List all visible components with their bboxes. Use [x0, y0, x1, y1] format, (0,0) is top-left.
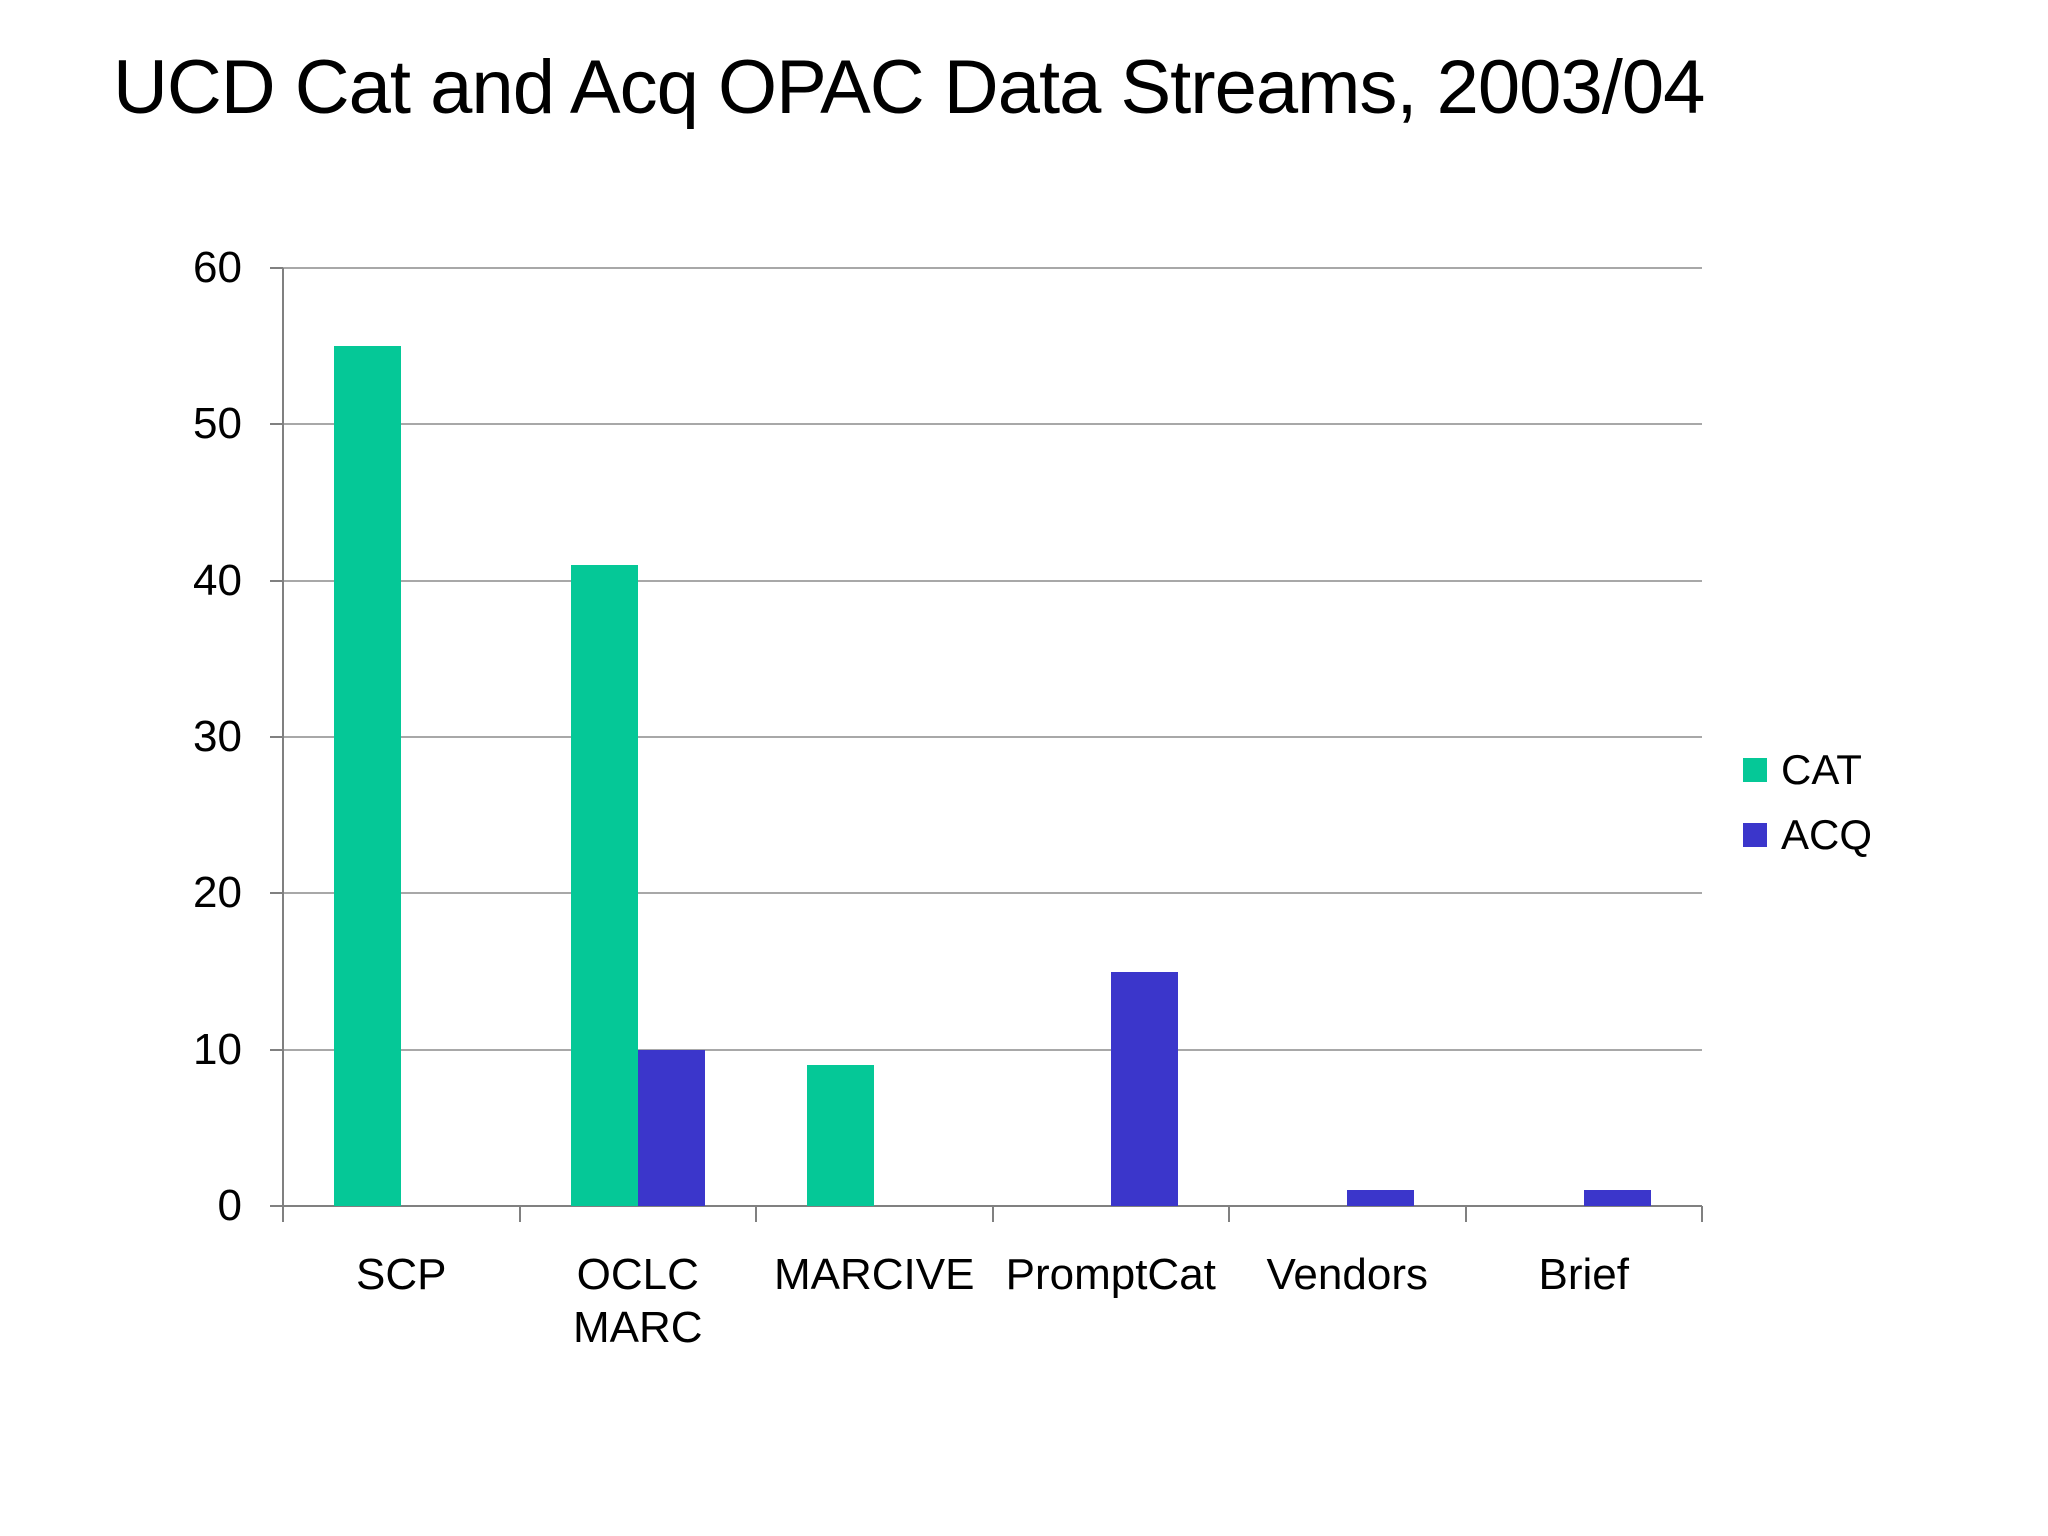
y-tick-label-20: 20	[193, 868, 242, 918]
bar-acq-brief	[1583, 1190, 1651, 1206]
x-tick-mark	[518, 1206, 521, 1222]
x-label-marcive: MARCIVE	[774, 1250, 975, 1299]
y-axis-line	[282, 268, 284, 1222]
gridline-10	[283, 1048, 1702, 1051]
y-tick-mark-10	[270, 1048, 283, 1051]
x-label-brief: Brief	[1538, 1250, 1629, 1299]
bar-cat-scp	[334, 346, 402, 1206]
x-tick-mark	[1228, 1206, 1230, 1222]
bar-cat-oclc-marc	[570, 565, 638, 1206]
gridline-20	[283, 892, 1702, 895]
bar-acq-promptcat	[1110, 971, 1178, 1206]
x-label-scp: SCP	[356, 1250, 447, 1299]
x-tick-mark	[1701, 1206, 1703, 1222]
y-tick-mark-30	[270, 736, 283, 738]
x-tick-mark	[755, 1206, 757, 1222]
gridline-60	[283, 267, 1702, 269]
chart-title: UCD Cat and Acq OPAC Data Streams, 2003/…	[113, 45, 1705, 130]
bar-acq-oclc-marc	[637, 1049, 705, 1206]
legend-item-acq: ACQ	[1743, 811, 1872, 859]
gridline-50	[283, 423, 1702, 426]
x-label-vendors: Vendors	[1266, 1250, 1428, 1299]
gridline-30	[283, 736, 1702, 738]
x-tick-mark	[282, 1206, 284, 1222]
y-tick-label-10: 10	[193, 1024, 242, 1074]
x-axis-line	[270, 1205, 1702, 1207]
bar-acq-vendors	[1347, 1190, 1415, 1206]
gridline-40	[283, 579, 1702, 582]
bar-cat-marcive	[807, 1065, 875, 1206]
y-tick-label-40: 40	[193, 555, 242, 605]
legend-swatch-cat-icon	[1743, 758, 1767, 782]
x-label-promptcat: PromptCat	[1005, 1250, 1216, 1299]
x-tick-mark	[1464, 1206, 1467, 1222]
y-tick-mark-50	[270, 423, 283, 426]
y-tick-label-50: 50	[193, 399, 242, 449]
x-label-oclc-marc: OCLC MARC	[572, 1250, 703, 1352]
y-tick-mark-60	[270, 267, 283, 269]
y-tick-mark-20	[270, 892, 283, 895]
legend-label-cat: CAT	[1781, 746, 1862, 793]
legend-swatch-acq-icon	[1743, 823, 1767, 847]
legend-label-acq: ACQ	[1781, 811, 1873, 858]
y-tick-label-0: 0	[217, 1181, 242, 1230]
legend: CAT ACQ	[1743, 746, 1872, 876]
x-tick-mark	[991, 1206, 994, 1222]
y-tick-mark-40	[270, 579, 283, 582]
y-tick-label-30: 30	[193, 712, 242, 761]
legend-item-cat: CAT	[1743, 746, 1872, 794]
y-tick-label-60: 60	[193, 243, 242, 292]
